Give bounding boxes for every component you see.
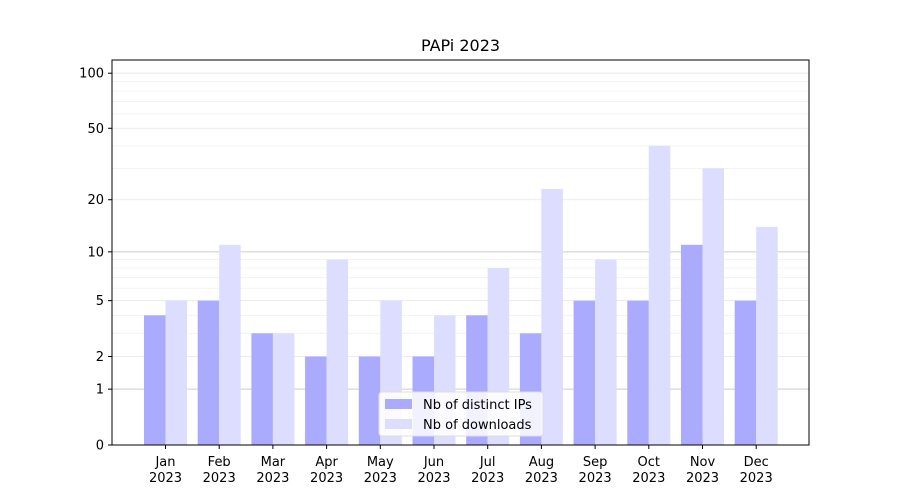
x-tick-label-month: May (367, 455, 394, 470)
x-tick-label-year: 2023 (579, 471, 612, 486)
bar-downloads-nov (703, 168, 725, 445)
x-tick-label-year: 2023 (525, 471, 558, 486)
legend: Nb of distinct IPs Nb of downloads (379, 392, 543, 436)
bar-distinct-ips-mar (251, 333, 273, 445)
y-tick-label: 20 (87, 193, 104, 208)
bar-downloads-feb (219, 245, 241, 445)
x-tick-label-year: 2023 (686, 471, 719, 486)
y-tick-label: 2 (96, 350, 104, 365)
x-tick-label-month: Oct (638, 455, 660, 470)
y-tick-label: 100 (79, 67, 104, 82)
x-tick-label-year: 2023 (471, 471, 504, 486)
x-tick-label-month: Nov (690, 455, 716, 470)
x-tick-label-month: Mar (261, 455, 286, 470)
bar-downloads-apr (327, 260, 349, 445)
bar-distinct-ips-dec (735, 301, 757, 445)
x-tick-label-year: 2023 (417, 471, 450, 486)
x-tick-label-year: 2023 (364, 471, 397, 486)
bar-distinct-ips-feb (198, 301, 220, 445)
x-tick-label-year: 2023 (740, 471, 773, 486)
x-tick-label-month: Dec (744, 455, 769, 470)
bar-distinct-ips-may (359, 356, 381, 445)
y-tick-label: 0 (96, 439, 104, 454)
bar-downloads-aug (541, 189, 563, 445)
y-tick-label: 50 (87, 122, 104, 137)
x-tick-label-year: 2023 (632, 471, 665, 486)
x-axis: Jan2023Feb2023Mar2023Apr2023May2023Jun20… (149, 445, 773, 486)
x-tick-label-month: Sep (583, 455, 608, 470)
bar-downloads-mar (273, 333, 295, 445)
bar-downloads-oct (649, 146, 671, 445)
legend-swatch (385, 399, 412, 409)
y-tick-label: 5 (96, 294, 104, 309)
x-tick-label-year: 2023 (149, 471, 182, 486)
bar-downloads-sep (595, 260, 617, 445)
legend-label: Nb of distinct IPs (423, 398, 532, 413)
x-tick-label-month: Jan (154, 455, 175, 470)
x-tick-label-year: 2023 (203, 471, 236, 486)
x-tick-label-month: Apr (315, 455, 338, 470)
y-axis: 0 1 2 5 10 20 50 100 (79, 67, 112, 454)
bar-downloads-jan (166, 301, 188, 445)
bar-distinct-ips-nov (681, 245, 703, 445)
y-tick-label: 1 (96, 383, 104, 398)
x-tick-label-month: Jul (479, 455, 496, 470)
x-tick-label-year: 2023 (256, 471, 289, 486)
legend-label: Nb of downloads (423, 418, 532, 433)
x-tick-label-month: Jun (423, 455, 444, 470)
bar-distinct-ips-apr (305, 356, 327, 445)
bar-distinct-ips-jan (144, 315, 166, 445)
bar-distinct-ips-sep (574, 301, 596, 445)
bar-downloads-dec (756, 227, 778, 445)
chart-title: PAPi 2023 (421, 36, 500, 55)
x-tick-label-month: Aug (529, 455, 554, 470)
y-tick-label: 10 (87, 245, 104, 260)
x-tick-label-year: 2023 (310, 471, 343, 486)
legend-swatch (385, 419, 412, 429)
bar-distinct-ips-oct (627, 301, 649, 445)
x-tick-label-month: Feb (208, 455, 231, 470)
